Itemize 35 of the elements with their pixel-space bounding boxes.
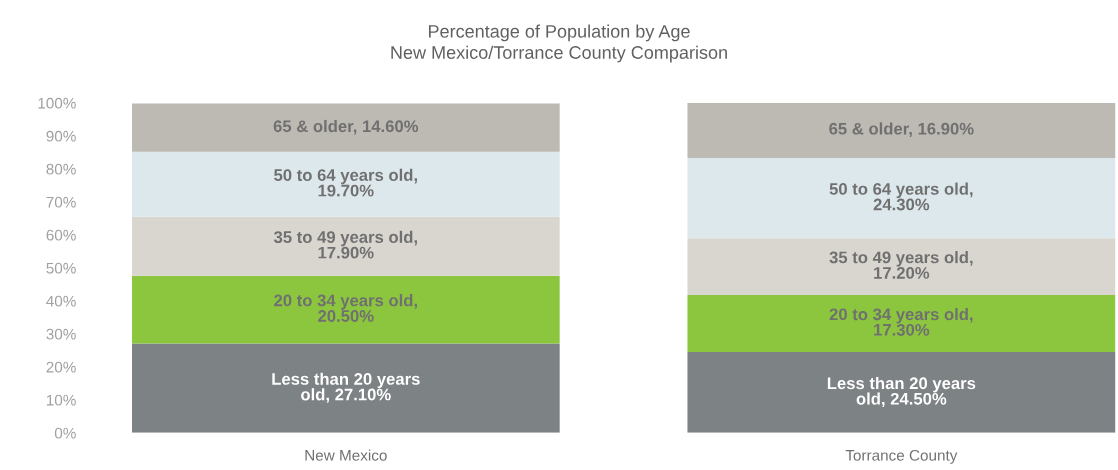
data-label: 50 to 64 years old, 24.30% — [829, 182, 973, 211]
bar — [687, 352, 1116, 433]
chart-subtitle: New Mexico/Torrance County Comparison — [391, 45, 727, 63]
y-tick-label: 50% — [46, 262, 76, 274]
y-tick-label: 20% — [46, 361, 76, 373]
y-tick-label: 0% — [54, 427, 76, 439]
bar — [687, 238, 1116, 295]
y-tick-label: 10% — [46, 394, 76, 406]
bar — [131, 343, 560, 433]
y-tick-label: 30% — [46, 328, 76, 340]
data-label: 20 to 34 years old, 20.50% — [274, 294, 417, 322]
chart-title: Percentage of Population by Age — [428, 24, 690, 42]
y-tick-label: 70% — [46, 196, 76, 208]
bar — [687, 158, 1116, 239]
x-tick-label: New Mexico — [305, 449, 387, 461]
data-label: 35 to 49 years old, 17.90% — [273, 230, 417, 259]
data-label: Less than 20 years old, 24.50% — [827, 376, 976, 408]
data-label: Less than 20 years old, 27.10% — [272, 372, 420, 403]
bar — [131, 103, 560, 152]
y-tick-label: 90% — [46, 130, 76, 142]
data-label: 65 & older, 14.60% — [273, 119, 419, 135]
data-label: 65 & older, 16.90% — [829, 122, 974, 138]
bar — [687, 102, 1116, 159]
bar — [131, 216, 560, 276]
data-label: 20 to 34 years old, 17.30% — [829, 307, 973, 336]
y-tick-label: 60% — [46, 229, 76, 241]
data-label: 35 to 49 years old, 17.20% — [829, 251, 973, 279]
y-tick-label: 100% — [38, 97, 76, 109]
y-tick-label: 40% — [46, 295, 76, 307]
data-label: 50 to 64 years old, 19.70% — [274, 168, 417, 197]
y-tick-label: 80% — [46, 163, 76, 175]
bar — [687, 294, 1116, 353]
bar — [131, 275, 560, 344]
bar — [131, 151, 560, 217]
x-tick-label: Torrance County — [845, 449, 958, 464]
